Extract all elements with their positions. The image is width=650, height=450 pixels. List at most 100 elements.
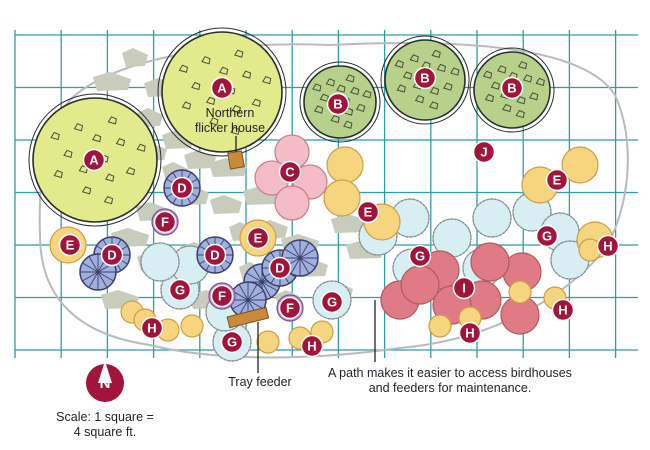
shrub-spoke <box>247 290 264 301</box>
foliage-mark <box>409 54 419 63</box>
foliage-mark <box>73 123 84 132</box>
plant-body <box>470 242 510 282</box>
foliage-mark <box>450 67 460 76</box>
shrub-spoke <box>238 284 249 301</box>
shrub-spoke <box>299 248 316 259</box>
foliage-mark <box>81 186 92 195</box>
marker-e-4: E <box>246 226 270 250</box>
foliage-mark <box>107 116 117 125</box>
marker-disc <box>100 243 124 267</box>
foliage-mark <box>234 49 244 58</box>
shrub-spoke <box>246 272 263 283</box>
marker-g-5: G <box>220 330 244 354</box>
plant-g <box>472 198 512 238</box>
tree-canopy-edge <box>299 61 381 143</box>
shrub-spoke <box>299 257 310 274</box>
foliage-mark <box>428 101 439 110</box>
tree-canopy-edge <box>157 27 287 157</box>
marker-disc <box>326 92 350 116</box>
plant-fringe <box>390 198 430 238</box>
tree-canopy-edge <box>28 93 162 227</box>
foliage-mark <box>251 98 261 107</box>
shrub-spoke <box>232 299 249 310</box>
foliage-mark <box>261 75 272 85</box>
compass-arrow <box>98 361 112 383</box>
foliage-mark <box>362 90 372 99</box>
marker-j: J <box>472 140 496 164</box>
foliage-mark <box>345 74 355 83</box>
marker-c: C <box>278 160 302 184</box>
foliage-mark <box>516 96 526 105</box>
marker-disc <box>458 321 482 345</box>
marker-letter: B <box>333 97 342 112</box>
marker-disc <box>170 176 194 200</box>
marker-letter: I <box>462 281 466 296</box>
marker-letter: E <box>66 238 75 253</box>
marker-letter: D <box>275 261 284 276</box>
marker-disc <box>300 334 324 358</box>
plant-g <box>140 242 180 282</box>
shrub-spoke <box>82 262 99 273</box>
marker-disc <box>58 233 82 257</box>
foliage-mark <box>522 74 533 83</box>
shrub-spoke <box>97 271 108 288</box>
plant-g <box>390 198 430 238</box>
flicker-house-label-line1: Northern <box>205 106 255 120</box>
foliage-mark <box>103 196 114 205</box>
marker-disc <box>268 256 292 280</box>
marker-f-1: F <box>153 210 177 234</box>
plant-body <box>274 185 310 221</box>
foliage-mark <box>414 94 425 104</box>
foliage-mark <box>350 86 360 96</box>
foliage-mark <box>313 105 324 114</box>
marker-letter: F <box>286 301 294 316</box>
foliage-mark <box>53 169 63 179</box>
shrub-c <box>274 185 310 221</box>
shrub-spoke <box>252 266 263 283</box>
stepping-stone <box>122 48 148 67</box>
marker-i: I <box>452 276 476 300</box>
plant-body <box>256 330 280 354</box>
north-arrow-icon: N <box>86 361 124 402</box>
marker-letter: D <box>177 181 186 196</box>
foliage-mark <box>136 143 146 152</box>
marker-d-3: D <box>203 243 227 267</box>
marker-h-3: H <box>458 321 482 345</box>
shrub-spoke <box>247 284 258 301</box>
foliage-mark <box>482 70 493 79</box>
plant-h <box>428 314 452 338</box>
marker-disc <box>413 66 437 90</box>
plant-fringe <box>472 198 512 238</box>
marker-disc <box>203 243 227 267</box>
marker-letter: E <box>553 173 562 188</box>
plant-body <box>508 280 532 304</box>
shrub-spoke <box>284 248 301 259</box>
shrub-i <box>470 242 510 282</box>
plant-h <box>508 280 532 304</box>
foliage-mark <box>241 70 252 79</box>
marker-letter: G <box>327 295 337 310</box>
marker-letter: J <box>480 145 487 160</box>
marker-g-3: G <box>168 278 192 302</box>
marker-disc <box>82 148 106 172</box>
marker-g-2: G <box>535 224 559 248</box>
scale-note: Scale: 1 square = 4 square ft. <box>30 410 180 440</box>
marker-d-2: D <box>100 243 124 267</box>
foliage-mark <box>330 114 340 124</box>
foliage-mark <box>63 149 73 158</box>
marker-disc <box>408 244 432 268</box>
marker-disc <box>278 296 302 320</box>
marker-letter: H <box>147 321 156 336</box>
foliage-mark <box>125 167 136 176</box>
plant-layer <box>28 27 614 362</box>
foliage-mark <box>191 81 201 91</box>
foliage-mark <box>231 104 241 114</box>
foliage-mark <box>402 71 413 80</box>
shrub-spoke <box>290 242 301 259</box>
marker-letter: H <box>307 339 316 354</box>
foliage-mark <box>218 66 229 75</box>
marker-h-4: H <box>551 298 575 322</box>
plant-body <box>180 314 204 338</box>
